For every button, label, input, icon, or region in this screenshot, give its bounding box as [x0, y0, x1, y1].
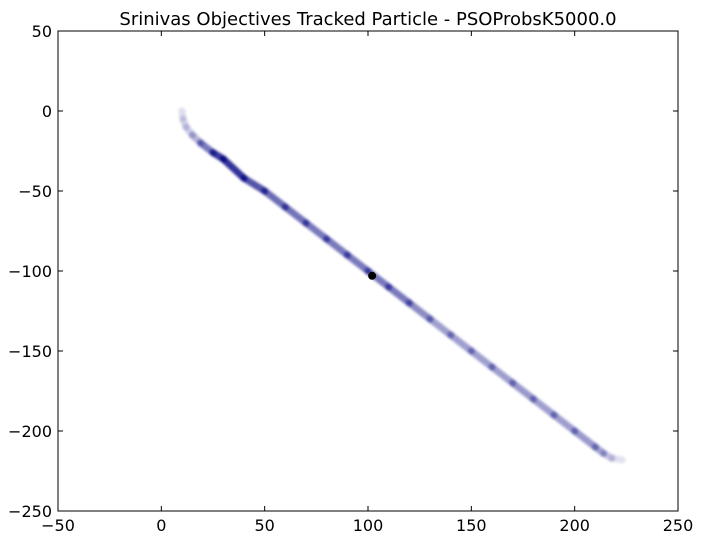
ticks-layer: −50 0 50 100 150 200 250 −250 −200 −150 −100 −50 0 50 [8, 22, 693, 535]
trajectory-segment [385, 283, 413, 307]
trajectory-segment [447, 331, 475, 355]
trajectory-segment [240, 174, 269, 195]
y-tick-label: 50 [32, 22, 52, 41]
trajectory-segment [571, 427, 599, 451]
y-tick-label: −200 [8, 422, 52, 441]
y-tick-label: −250 [8, 502, 52, 521]
x-tick-label: 100 [353, 516, 384, 535]
trajectory-segment [323, 235, 351, 259]
trajectory-segment [219, 155, 248, 182]
trajectory-segment [550, 411, 579, 435]
trajectory-segment [467, 347, 496, 371]
trajectory-segment [405, 299, 434, 323]
chart-title: Srinivas Objectives Tracked Particle - P… [119, 9, 616, 30]
x-tick-label: 50 [254, 516, 274, 535]
x-tick-label: 200 [559, 516, 590, 535]
trajectory-segment [281, 203, 310, 227]
y-tick-label: −50 [18, 182, 52, 201]
trajectory-segment [509, 379, 537, 403]
trajectory-segment [343, 251, 372, 275]
trajectory-segment [426, 315, 455, 339]
trajectory-segment [608, 454, 626, 464]
x-tick-label: 150 [456, 516, 487, 535]
trajectory-segment [529, 395, 558, 419]
x-tick-label: −50 [41, 516, 75, 535]
y-tick-label: −100 [8, 262, 52, 281]
plot-area [178, 107, 626, 464]
trajectory-segment [302, 219, 331, 243]
x-tick-label: 0 [156, 516, 166, 535]
trajectory-series [178, 107, 626, 464]
y-tick-label: −150 [8, 342, 52, 361]
trajectory-segment [261, 187, 289, 211]
y-tick-label: 0 [42, 102, 52, 121]
x-tick-label: 250 [663, 516, 694, 535]
trajectory-segment [488, 363, 517, 387]
tracked-particle-point [368, 271, 377, 280]
